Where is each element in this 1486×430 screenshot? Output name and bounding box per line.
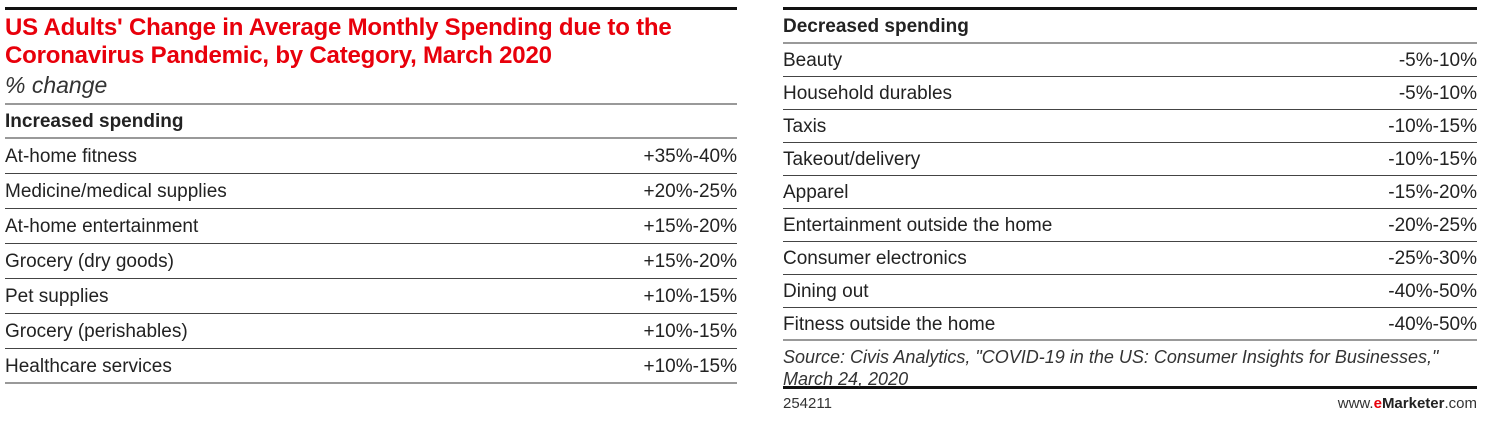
row-category: Medicine/medical supplies <box>5 181 227 202</box>
table-row: Household durables -5%-10% <box>783 77 1477 110</box>
footer: 254211 www.eMarketer.com <box>783 389 1477 419</box>
source-note: Source: Civis Analytics, "COVID-19 in th… <box>783 347 1439 389</box>
decreased-heading: Decreased spending <box>783 16 969 37</box>
top-rule <box>5 7 737 10</box>
table-row: Beauty -5%-10% <box>783 44 1477 77</box>
row-category: Grocery (perishables) <box>5 321 188 342</box>
row-category: Apparel <box>783 182 849 203</box>
row-value: -40%-50% <box>1388 314 1477 335</box>
decreased-table: Beauty -5%-10% Household durables -5%-10% Ta… <box>783 44 1477 341</box>
row-category: Taxis <box>783 116 827 137</box>
row-value: -20%-25% <box>1388 215 1477 236</box>
row-category: Dining out <box>783 281 869 302</box>
table-row: Entertainment outside the home -20%-25% <box>783 209 1477 242</box>
row-category: At-home fitness <box>5 146 137 167</box>
emarketer-logo: www.eMarketer.com <box>1337 395 1477 412</box>
table-row: Consumer electronics -25%-30% <box>783 242 1477 275</box>
increased-heading: Increased spending <box>5 111 184 132</box>
table-row: At-home fitness +35%-40% <box>5 139 737 174</box>
row-value: +15%-20% <box>643 216 737 237</box>
increased-table: At-home fitness +35%-40% Medicine/medical … <box>5 139 737 384</box>
table-row: Pet supplies +10%-15% <box>5 279 737 314</box>
divider <box>783 42 1477 44</box>
row-value: +10%-15% <box>643 321 737 342</box>
row-value: -15%-20% <box>1388 182 1477 203</box>
row-category: Beauty <box>783 50 843 71</box>
table-row: Dining out -40%-50% <box>783 275 1477 308</box>
row-category: Grocery (dry goods) <box>5 251 174 272</box>
table-row: Fitness outside the home -40%-50% <box>783 308 1477 341</box>
row-category: Fitness outside the home <box>783 314 996 335</box>
row-category: At-home entertainment <box>5 216 199 237</box>
divider <box>5 103 737 105</box>
row-value: -5%-10% <box>1398 83 1477 104</box>
right-panel: Decreased spending Beauty -5%-10% Househol… <box>783 0 1477 419</box>
row-category: Household durables <box>783 83 953 104</box>
table-row: At-home entertainment +15%-20% <box>5 209 737 244</box>
divider <box>5 137 737 139</box>
left-panel: US Adults' Change in Average Monthly Spe… <box>5 0 737 384</box>
row-value: -10%-15% <box>1388 149 1477 170</box>
chart-subtitle: % change <box>5 72 108 98</box>
table-row: Taxis -10%-15% <box>783 110 1477 143</box>
row-value: -40%-50% <box>1388 281 1477 302</box>
row-value: +35%-40% <box>643 146 737 167</box>
row-category: Pet supplies <box>5 286 109 307</box>
table-row: Grocery (perishables) +10%-15% <box>5 314 737 349</box>
table-row: Medicine/medical supplies +20%-25% <box>5 174 737 209</box>
row-value: +20%-25% <box>643 181 737 202</box>
top-rule <box>783 7 1477 10</box>
chart-title: US Adults' Change in Average Monthly Spe… <box>5 14 672 69</box>
row-category: Entertainment outside the home <box>783 215 1053 236</box>
chart-id: 254211 <box>783 395 832 412</box>
row-value: +15%-20% <box>643 251 737 272</box>
row-category: Takeout/delivery <box>783 149 921 170</box>
row-value: +10%-15% <box>643 356 737 377</box>
row-value: -10%-15% <box>1388 116 1477 137</box>
table-row: Grocery (dry goods) +15%-20% <box>5 244 737 279</box>
row-value: -25%-30% <box>1388 248 1477 269</box>
row-value: -5%-10% <box>1398 50 1477 71</box>
bottom-rule <box>783 386 1477 389</box>
table-row: Healthcare services +10%-15% <box>5 349 737 384</box>
table-row: Apparel -15%-20% <box>783 176 1477 209</box>
row-category: Consumer electronics <box>783 248 967 269</box>
row-category: Healthcare services <box>5 356 172 377</box>
row-value: +10%-15% <box>643 286 737 307</box>
table-row: Takeout/delivery -10%-15% <box>783 143 1477 176</box>
